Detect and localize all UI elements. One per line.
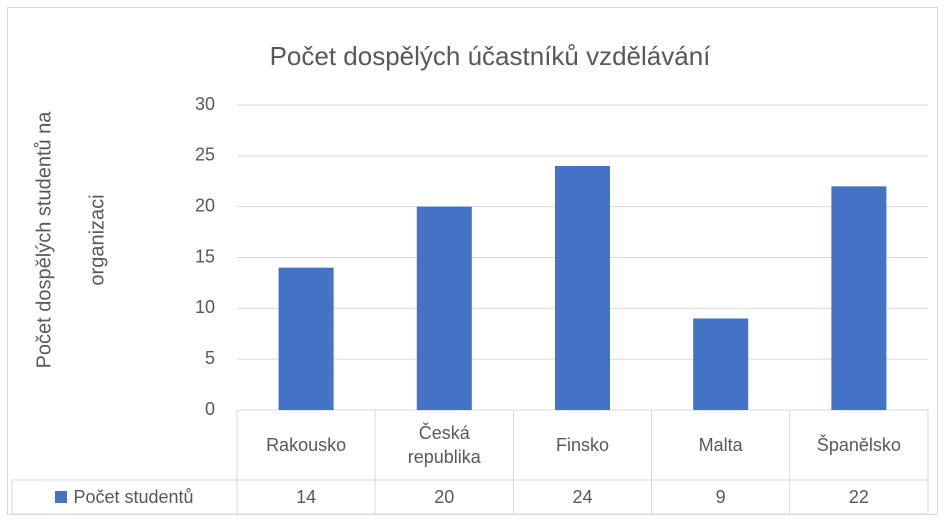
x-tick-label: Rakousko [266, 435, 347, 455]
table-value: 22 [848, 487, 869, 507]
x-tick-label: Španělsko [816, 435, 901, 455]
table-value: 24 [572, 487, 593, 507]
chart-title: Počet dospělých účastníků vzdělávání [270, 41, 712, 71]
y-axis-label: Počet dospělých studentů na [33, 111, 55, 369]
bar [416, 206, 472, 410]
bar [555, 166, 610, 410]
table-value: 20 [434, 487, 455, 507]
legend-entry: Počet studentů [12, 480, 237, 514]
x-tick-label: Malta [698, 435, 743, 455]
y-tick-label: 10 [195, 297, 215, 317]
chart-border [7, 7, 938, 515]
x-tick-label: Finsko [555, 435, 609, 455]
y-tick-label: 25 [195, 145, 215, 165]
x-tick-label: Česká republika [407, 423, 481, 467]
bar [831, 186, 887, 410]
table-value: 14 [296, 487, 317, 507]
y-tick-label: 30 [195, 94, 215, 114]
bar [693, 318, 749, 410]
y-tick-label: 20 [195, 195, 215, 215]
bar [278, 267, 334, 410]
y-tick-label: 5 [205, 348, 215, 368]
legend-label: Počet studentů [73, 487, 194, 507]
y-tick-label: 0 [205, 399, 215, 419]
y-tick-label: 15 [195, 246, 215, 266]
y-axis-label: organizaci [86, 194, 108, 285]
table-value: 9 [715, 487, 726, 507]
legend-swatch [55, 491, 68, 503]
